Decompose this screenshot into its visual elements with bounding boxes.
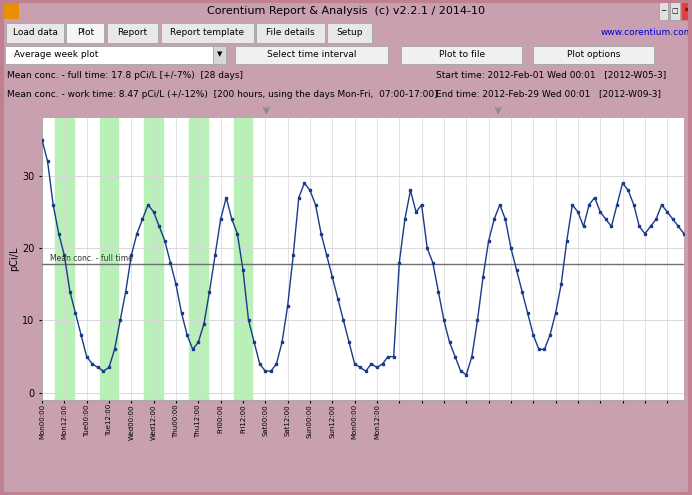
Text: Plot options: Plot options [567, 50, 620, 59]
FancyBboxPatch shape [107, 23, 158, 43]
Bar [145, 118, 163, 400]
Bar [189, 118, 208, 400]
FancyBboxPatch shape [256, 23, 325, 43]
FancyBboxPatch shape [6, 23, 64, 43]
Text: ─: ─ [662, 7, 666, 13]
Text: □: □ [671, 7, 678, 13]
Text: Corentium Report & Analysis  (c) v2.2.1 / 2014-10: Corentium Report & Analysis (c) v2.2.1 /… [207, 5, 485, 15]
Bar [55, 118, 73, 400]
Text: Report: Report [118, 28, 147, 37]
Text: Start time: 2012-Feb-01 Wed 00:01   [2012-W05-3]: Start time: 2012-Feb-01 Wed 00:01 [2012-… [436, 71, 666, 80]
Bar [5, 46, 219, 64]
Text: ▼: ▼ [217, 51, 222, 57]
Text: Load data: Load data [12, 28, 57, 37]
Text: www.corentium.com: www.corentium.com [601, 28, 692, 37]
Bar [213, 46, 226, 64]
Bar [234, 118, 253, 400]
Text: Setup: Setup [336, 28, 363, 37]
Bar [659, 2, 668, 20]
Text: ✕: ✕ [683, 7, 689, 13]
Text: Average week plot: Average week plot [14, 50, 98, 59]
Bar [670, 2, 680, 20]
Text: Select time interval: Select time interval [266, 50, 356, 59]
Y-axis label: pCi/L: pCi/L [9, 247, 19, 271]
Text: Mean conc. - work time: 8.47 pCi/L (+/-12%)  [200 hours, using the days Mon-Fri,: Mean conc. - work time: 8.47 pCi/L (+/-1… [7, 90, 437, 99]
FancyBboxPatch shape [327, 23, 372, 43]
Text: End time: 2012-Feb-29 Wed 00:01   [2012-W09-3]: End time: 2012-Feb-29 Wed 00:01 [2012-W0… [436, 90, 661, 99]
Bar [100, 118, 118, 400]
Text: Mean conc. - full time: Mean conc. - full time [51, 254, 133, 263]
Bar [3, 3, 19, 19]
Text: Mean conc. - full time: 17.8 pCi/L [+/-7%)  [28 days]: Mean conc. - full time: 17.8 pCi/L [+/-7… [7, 71, 243, 80]
FancyBboxPatch shape [66, 23, 104, 43]
Bar [533, 46, 654, 64]
Text: Report template: Report template [170, 28, 244, 37]
Bar [401, 46, 522, 64]
Bar [681, 2, 691, 20]
Text: File details: File details [266, 28, 315, 37]
Text: Plot to file: Plot to file [439, 50, 485, 59]
Text: Plot: Plot [77, 28, 94, 37]
FancyBboxPatch shape [161, 23, 254, 43]
Bar [235, 46, 388, 64]
